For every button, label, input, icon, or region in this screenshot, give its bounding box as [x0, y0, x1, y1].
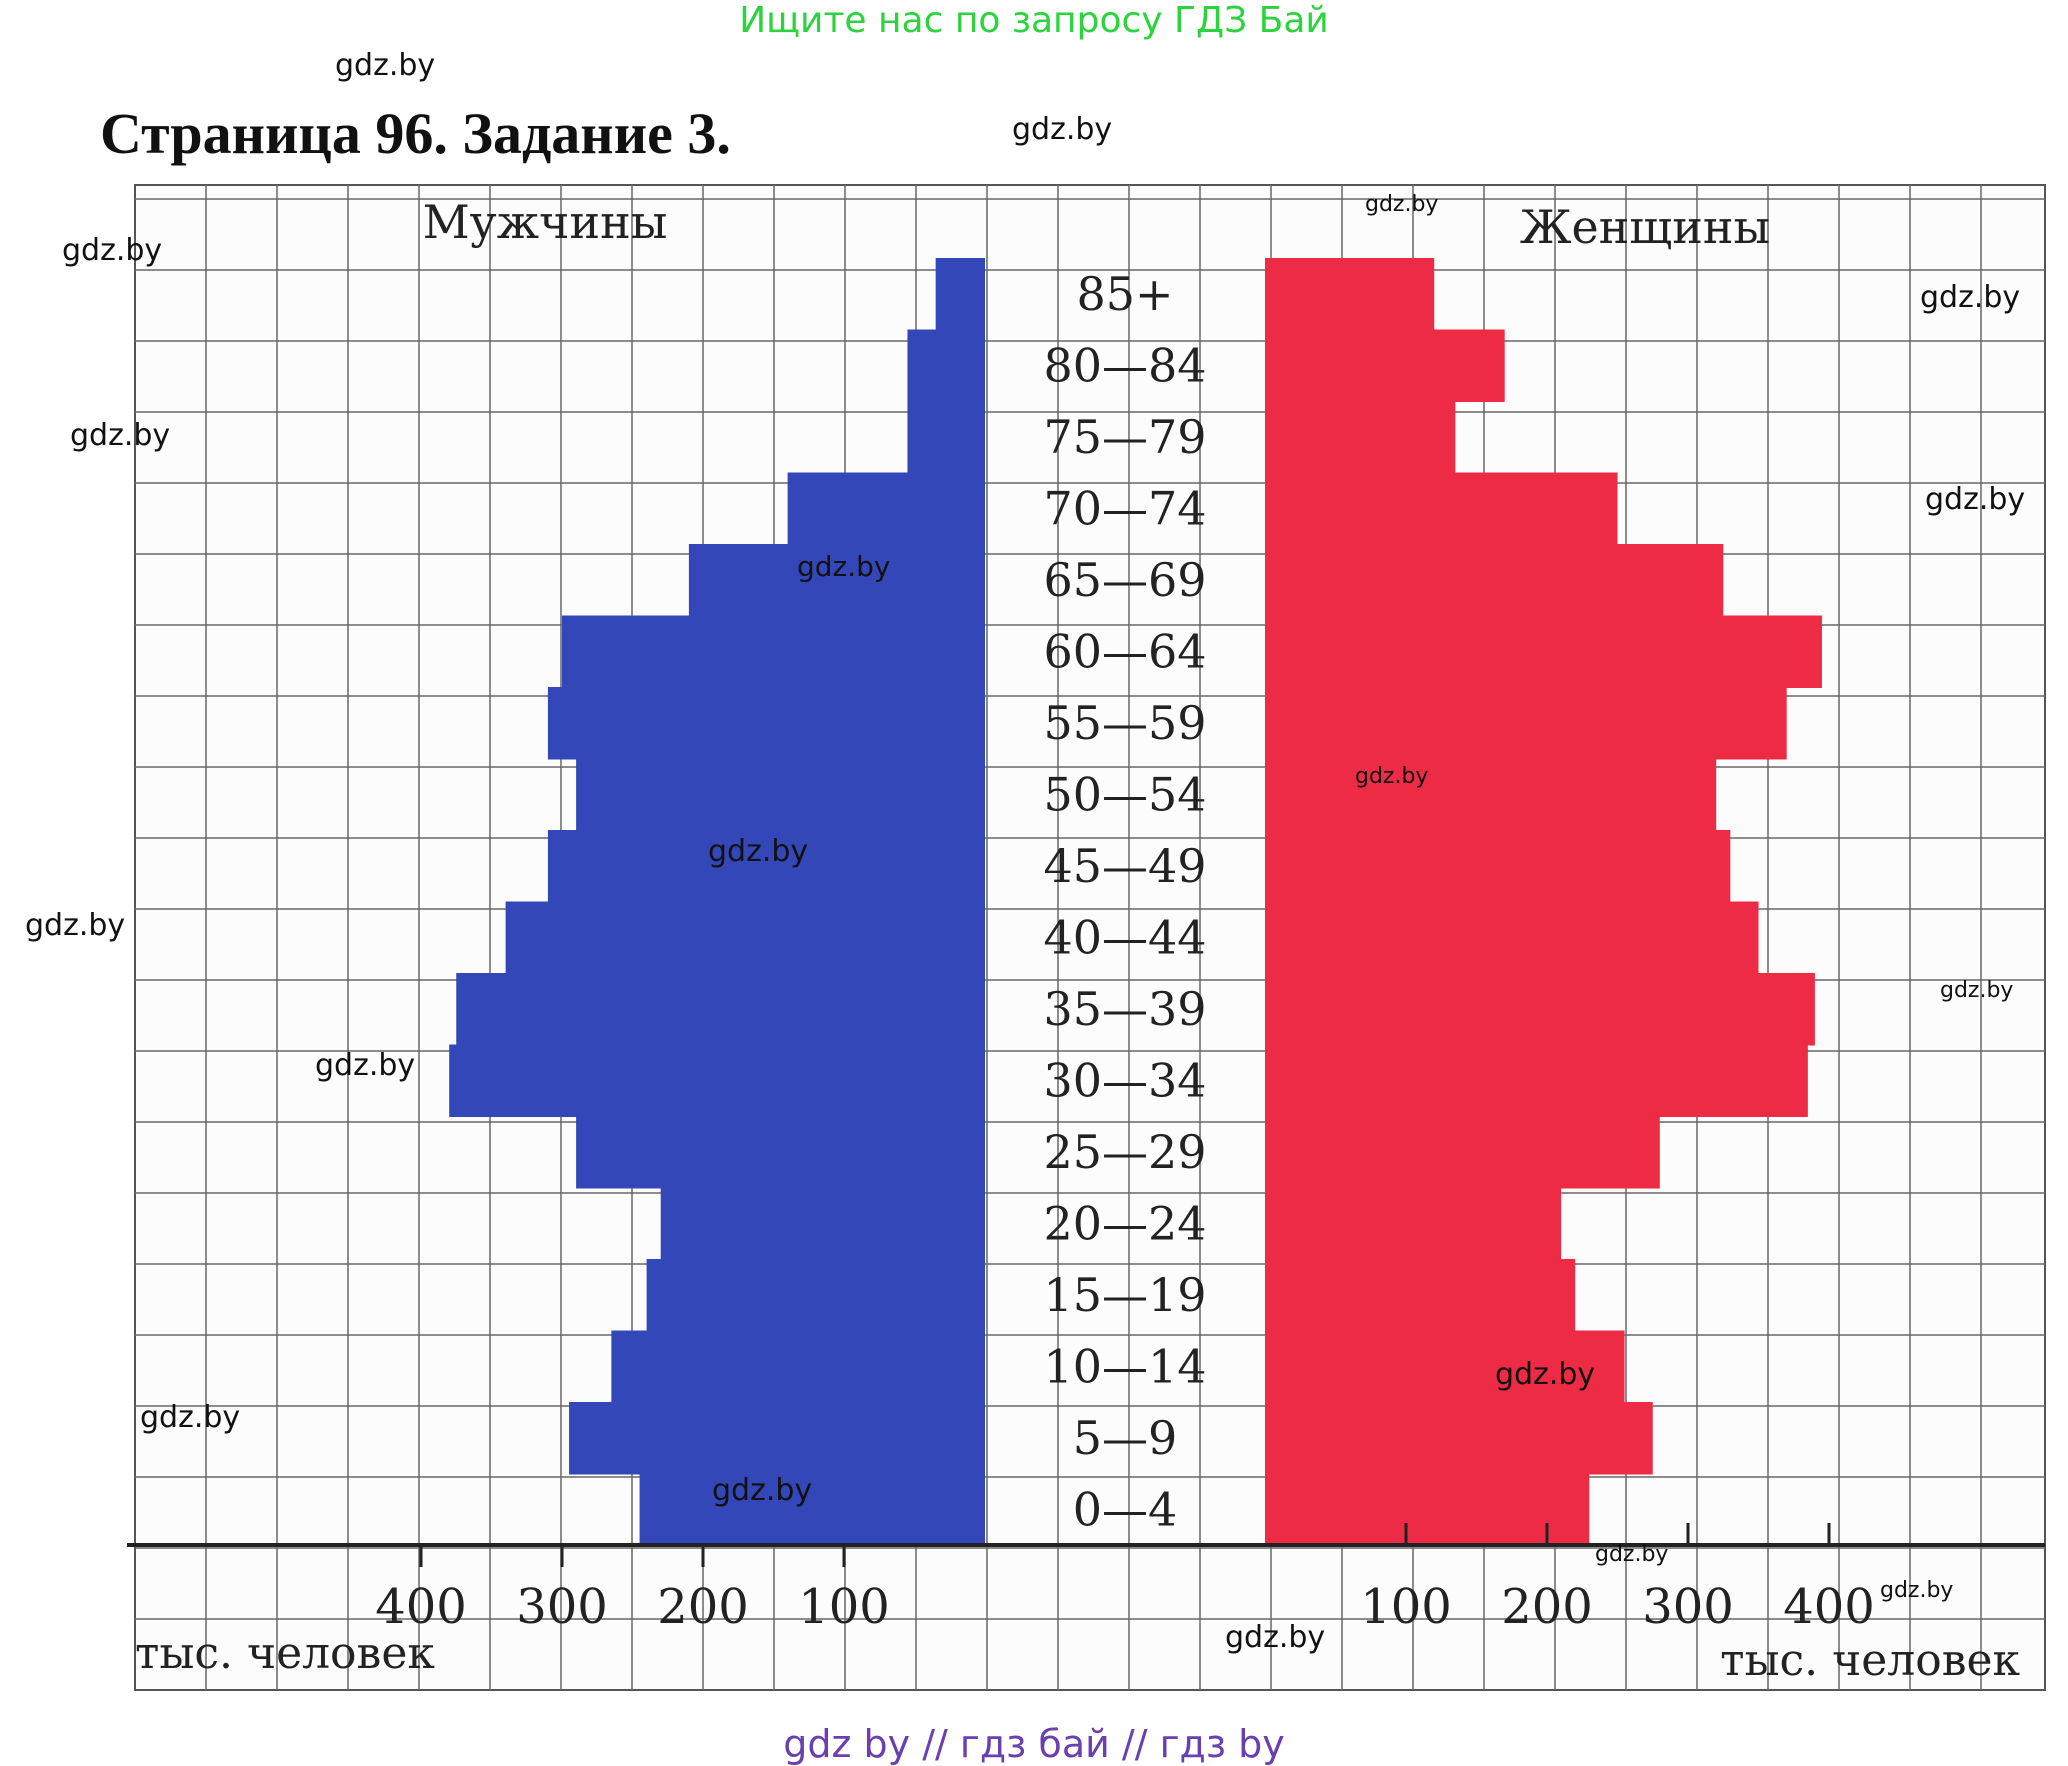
- age-label: 25—29: [1043, 1125, 1206, 1179]
- bar-men: [660, 1187, 985, 1260]
- age-label: 85+: [1076, 267, 1173, 321]
- age-label: 50—54: [1043, 767, 1206, 821]
- watermark-label: gdz.by: [712, 1473, 813, 1508]
- bar-men: [907, 401, 985, 474]
- bar-women: [1265, 1259, 1576, 1332]
- age-label: 70—74: [1043, 481, 1206, 535]
- age-label: 0—4: [1073, 1482, 1178, 1536]
- watermark-label: gdz.by: [62, 233, 163, 268]
- watermark-label: gdz.by: [1355, 764, 1429, 789]
- bar-men: [562, 615, 985, 688]
- bar-women: [1265, 1473, 1590, 1546]
- bar-women: [1265, 1330, 1625, 1403]
- bar-women: [1265, 544, 1724, 617]
- watermark-label: gdz.by: [70, 418, 171, 453]
- age-label: 5—9: [1073, 1411, 1178, 1465]
- tick-label-women: 100: [1360, 1579, 1452, 1635]
- x-axis-label-left: тыс. человек: [135, 1628, 435, 1679]
- bar-men: [688, 544, 985, 617]
- watermark-label: gdz.by: [1880, 1578, 1954, 1603]
- watermark-label: gdz.by: [1925, 482, 2026, 517]
- bar-men: [449, 1044, 985, 1117]
- bars-men: [449, 258, 985, 1546]
- watermark-label: gdz.by: [1940, 978, 2014, 1003]
- watermark-label: gdz.by: [315, 1048, 416, 1083]
- legend-women: Женщины: [1520, 200, 1770, 254]
- tick-label-men: 100: [798, 1579, 890, 1635]
- bar-men: [907, 329, 985, 402]
- watermark-label: gdz.by: [797, 550, 891, 583]
- age-label: 40—44: [1043, 910, 1206, 964]
- watermark-label: gdz.by: [335, 48, 436, 83]
- age-labels: 0—4 5—9 10—14 15—19 20—24 25—29 30—34 35—39 40—4…: [1043, 267, 1206, 1537]
- bar-men: [611, 1330, 985, 1403]
- age-label: 65—69: [1043, 553, 1206, 607]
- page-title: Страница 96. Задание 3.: [100, 101, 731, 166]
- bar-women: [1265, 901, 1759, 974]
- bar-women: [1265, 1402, 1653, 1475]
- bar-men: [787, 472, 985, 545]
- age-label: 35—39: [1043, 982, 1206, 1036]
- bar-men: [547, 830, 985, 903]
- bar-women: [1265, 401, 1456, 474]
- watermark-label: gdz.by: [708, 834, 809, 869]
- bar-women: [1265, 472, 1618, 545]
- watermark-label: gdz.by: [1225, 1620, 1326, 1655]
- bar-men: [569, 1402, 985, 1475]
- tick-label-men: 300: [516, 1579, 608, 1635]
- tick-label-women: 300: [1642, 1579, 1734, 1635]
- bar-women: [1265, 758, 1717, 831]
- watermark-label: gdz.by: [1365, 192, 1439, 217]
- x-axis-label-right: тыс. человек: [1720, 1635, 2020, 1686]
- watermark-label: gdz.by: [25, 908, 126, 943]
- watermark-label: gdz.by: [1920, 280, 2021, 315]
- bar-men: [935, 258, 985, 331]
- watermark-label: gdz.by: [1495, 1357, 1596, 1392]
- bar-men: [576, 1116, 985, 1189]
- bar-men: [646, 1259, 985, 1332]
- age-label: 75—79: [1043, 410, 1206, 464]
- bar-women: [1265, 830, 1731, 903]
- age-label: 30—34: [1043, 1053, 1206, 1107]
- age-label: 60—64: [1043, 624, 1206, 678]
- watermark-label: gdz.by: [1012, 112, 1113, 147]
- bar-women: [1265, 615, 1822, 688]
- tick-label-men: 200: [657, 1579, 749, 1635]
- bar-women: [1265, 1116, 1660, 1189]
- axes: 100 100 200 200 300 300 400 400: [127, 1523, 2045, 1635]
- age-label: 80—84: [1043, 338, 1206, 392]
- watermark-label: gdz.by: [140, 1400, 241, 1435]
- bottom-banner: gdz by // гдз бай // гдз by: [783, 1722, 1285, 1766]
- tick-label-women: 400: [1783, 1579, 1875, 1635]
- age-label: 10—14: [1043, 1339, 1206, 1393]
- bar-men: [456, 973, 985, 1046]
- bar-men: [639, 1473, 985, 1546]
- bar-women: [1265, 329, 1505, 402]
- top-banner: Ищите нас по запросу ГДЗ Бай: [739, 0, 1329, 41]
- bar-women: [1265, 1187, 1562, 1260]
- bar-men: [505, 901, 985, 974]
- watermark-label: gdz.by: [1595, 1542, 1669, 1567]
- bar-women: [1265, 687, 1787, 760]
- bars-women: [1265, 258, 1822, 1546]
- age-label: 15—19: [1043, 1268, 1206, 1322]
- age-label: 55—59: [1043, 696, 1206, 750]
- bar-women: [1265, 973, 1815, 1046]
- legend-men: Мужчины: [423, 195, 668, 249]
- bar-men: [576, 758, 985, 831]
- age-label: 45—49: [1043, 839, 1206, 893]
- bar-women: [1265, 258, 1435, 331]
- age-label: 20—24: [1043, 1196, 1206, 1250]
- bar-men: [547, 687, 985, 760]
- tick-label-women: 200: [1501, 1579, 1593, 1635]
- bar-women: [1265, 1044, 1808, 1117]
- tick-label-men: 400: [375, 1579, 467, 1635]
